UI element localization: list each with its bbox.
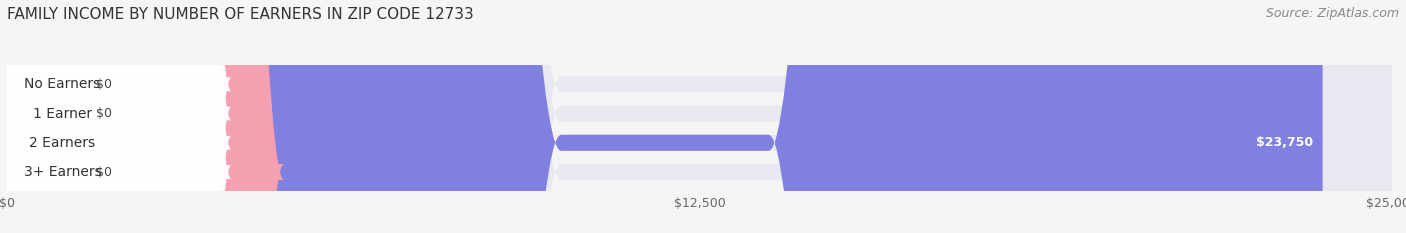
FancyBboxPatch shape	[0, 0, 232, 233]
FancyBboxPatch shape	[0, 0, 232, 233]
Text: $0: $0	[96, 107, 111, 120]
Text: FAMILY INCOME BY NUMBER OF EARNERS IN ZIP CODE 12733: FAMILY INCOME BY NUMBER OF EARNERS IN ZI…	[7, 7, 474, 22]
Text: $0: $0	[96, 165, 111, 178]
FancyBboxPatch shape	[0, 0, 232, 233]
Text: 1 Earner: 1 Earner	[32, 106, 91, 120]
Text: No Earners: No Earners	[24, 77, 101, 91]
FancyBboxPatch shape	[7, 0, 1392, 233]
FancyBboxPatch shape	[0, 0, 284, 233]
FancyBboxPatch shape	[7, 0, 1392, 233]
Text: Source: ZipAtlas.com: Source: ZipAtlas.com	[1265, 7, 1399, 20]
Text: $23,750: $23,750	[1256, 136, 1313, 149]
FancyBboxPatch shape	[7, 0, 1323, 233]
FancyBboxPatch shape	[7, 0, 1392, 233]
FancyBboxPatch shape	[0, 0, 284, 233]
FancyBboxPatch shape	[7, 0, 1392, 233]
FancyBboxPatch shape	[0, 0, 232, 233]
Text: $0: $0	[96, 78, 111, 91]
FancyBboxPatch shape	[0, 0, 284, 233]
Text: 2 Earners: 2 Earners	[30, 136, 96, 150]
Text: 3+ Earners: 3+ Earners	[24, 165, 101, 179]
